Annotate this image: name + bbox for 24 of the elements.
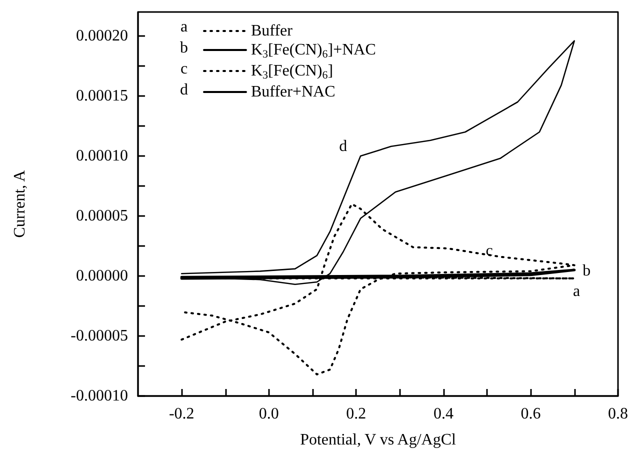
y-axis-title: Current, A: [12, 170, 28, 238]
y-tick-label: 0.00005: [76, 208, 128, 224]
y-tick-label: 0.00015: [76, 88, 128, 104]
legend-label: Buffer: [251, 22, 294, 40]
text: d: [180, 82, 188, 98]
annotation: d: [339, 138, 348, 155]
x-axis-title: Potential, V vs Ag/AgCl: [300, 432, 456, 448]
x-tick-label: 0.8: [608, 406, 628, 422]
y-tick-label: 0.00020: [76, 28, 128, 44]
y-tick-label: 0.00000: [76, 268, 128, 284]
text: c: [180, 60, 188, 78]
y-tick-label: -0.00010: [70, 388, 128, 404]
y-tick-label: -0.00005: [70, 328, 128, 344]
text: b: [180, 40, 188, 56]
x-tick-label: 0.6: [520, 406, 541, 422]
legend-label: Buffer+NAC: [251, 84, 336, 100]
text: a: [180, 18, 188, 36]
x-tick-label: 0.2: [346, 406, 366, 422]
x-tick-label: 0.4: [433, 406, 454, 422]
x-tick-label: -0.2: [168, 406, 194, 422]
annotation: a: [572, 283, 580, 300]
annotation: b: [582, 262, 591, 280]
y-tick-label: 0.00010: [76, 148, 128, 164]
x-tick-label: 0.0: [258, 406, 279, 422]
